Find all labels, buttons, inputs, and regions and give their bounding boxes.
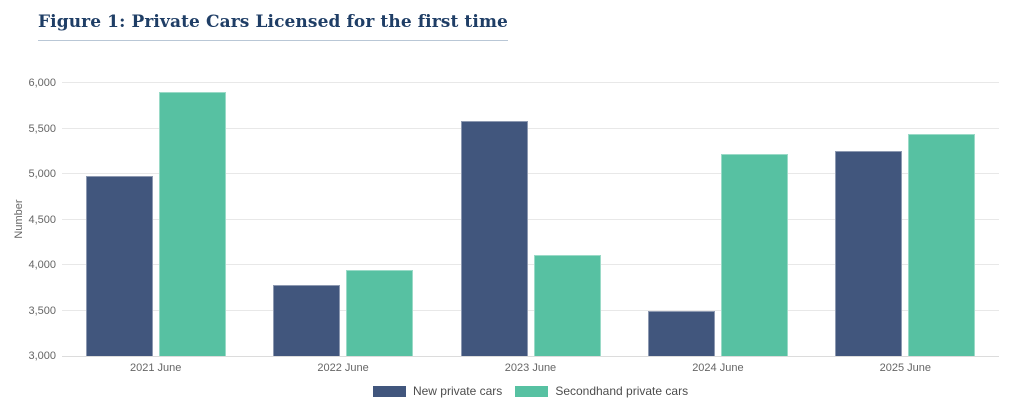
y-tick-label: 3,000 <box>28 350 56 362</box>
y-tick-label: 5,500 <box>28 122 56 135</box>
legend-swatch-new-private-cars <box>372 385 406 397</box>
legend-item-secondhand-private-cars[interactable]: Secondhand private cars <box>515 384 688 398</box>
x-tick-label-2024-june: 2024 June <box>692 362 744 374</box>
bar-new-private-cars-2022-june[interactable] <box>273 285 341 356</box>
x-tick-label-2021-june: 2021 June <box>130 362 182 374</box>
bar-secondhand-private-cars-2021-june[interactable] <box>158 92 226 356</box>
legend-label: Secondhand private cars <box>555 384 689 398</box>
gridline <box>62 218 999 220</box>
legend-item-new-private-cars[interactable]: New private cars <box>372 384 503 398</box>
bar-secondhand-private-cars-2025-june[interactable] <box>908 133 976 356</box>
bar-secondhand-private-cars-2022-june[interactable] <box>346 269 414 356</box>
x-tick-label-2022-june: 2022 June <box>317 362 369 374</box>
y-tick-label: 4,000 <box>28 259 56 271</box>
bar-new-private-cars-2025-june[interactable] <box>835 151 903 356</box>
x-tick-label-2023-june: 2023 June <box>504 362 557 374</box>
chart-title: Figure 1: Private Cars Licensed for the … <box>38 12 508 41</box>
y-axis-tick-labels: 3,000 3,500 4,000 4,500 5,000 5,500 6,000 <box>0 77 56 362</box>
gridline <box>62 309 999 311</box>
x-tick-label-2025-june: 2025 June <box>879 362 931 374</box>
legend-label: New private cars <box>412 384 503 398</box>
gridline <box>62 173 999 174</box>
bar-secondhand-private-cars-2024-june[interactable] <box>720 153 788 356</box>
gridline <box>62 356 999 357</box>
bar-new-private-cars-2021-june[interactable] <box>85 175 153 356</box>
y-tick-label: 3,500 <box>28 304 56 317</box>
x-axis-labels: 2021 June 2022 June 2023 June 2024 June 2025… <box>62 362 999 378</box>
y-tick-label: 6,000 <box>28 77 56 89</box>
gridline <box>62 127 999 129</box>
bar-new-private-cars-2023-june[interactable] <box>460 121 528 356</box>
legend-swatch-secondhand-private-cars <box>515 385 549 397</box>
y-tick-label: 4,500 <box>28 213 56 226</box>
gridline <box>62 264 999 265</box>
plot-area <box>62 82 999 357</box>
legend: New private cars Secondhand private cars <box>62 384 999 398</box>
bar-secondhand-private-cars-2023-june[interactable] <box>533 255 601 356</box>
gridline <box>62 82 999 83</box>
bar-new-private-cars-2024-june[interactable] <box>647 310 715 356</box>
y-tick-label: 5,000 <box>28 168 56 180</box>
